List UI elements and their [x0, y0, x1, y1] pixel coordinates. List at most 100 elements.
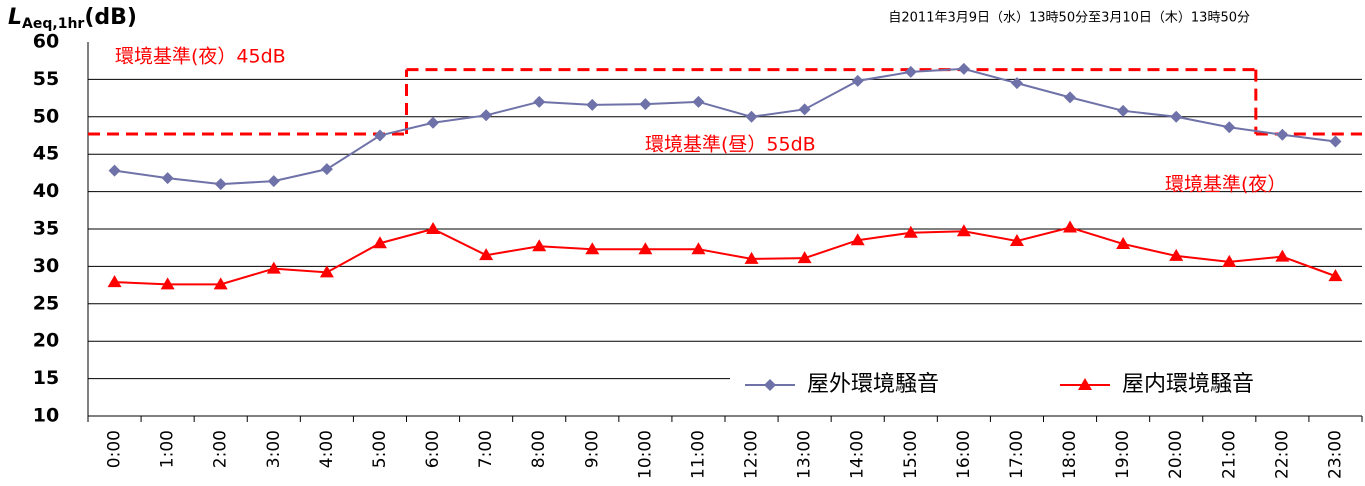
marker — [1063, 220, 1078, 233]
x-tick-label: 7:00 — [476, 430, 496, 468]
marker — [1328, 269, 1343, 282]
marker — [533, 95, 546, 108]
marker — [1170, 110, 1183, 123]
marker — [585, 242, 600, 255]
x-tick-label: 11:00 — [688, 430, 708, 479]
x-tick-label: 23:00 — [1325, 430, 1345, 479]
y-tick-label: 30 — [33, 255, 59, 277]
marker — [904, 65, 917, 78]
x-tick-label: 22:00 — [1272, 430, 1292, 479]
marker — [427, 116, 440, 129]
y-tick-label: 55 — [33, 68, 59, 90]
y-tick-label: 25 — [33, 292, 59, 314]
x-tick-label: 2:00 — [211, 430, 231, 468]
marker — [957, 62, 970, 75]
y-axis-label: LAeq,1hr(dB) — [8, 5, 137, 32]
marker — [638, 242, 653, 255]
y-tick-label: 15 — [33, 367, 59, 389]
marker — [586, 98, 599, 111]
marker — [372, 236, 387, 249]
marker — [320, 163, 333, 176]
x-tick-label: 20:00 — [1166, 430, 1186, 479]
marker — [267, 175, 280, 188]
marker — [266, 261, 281, 274]
legend-label: 屋内環境騒音 — [1122, 372, 1254, 397]
y-tick-label: 10 — [33, 405, 59, 427]
marker — [319, 265, 334, 278]
marker — [1275, 249, 1290, 262]
marker — [1169, 248, 1184, 261]
x-tick-label: 6:00 — [423, 430, 443, 468]
annotation: 環境基準(夜） — [1165, 174, 1286, 196]
y-label-symbol: L — [8, 5, 22, 30]
marker — [744, 251, 759, 264]
y-tick-label: 50 — [33, 105, 59, 127]
x-tick-label: 16:00 — [954, 430, 974, 479]
marker — [426, 222, 441, 234]
y-tick-label: 20 — [33, 330, 59, 352]
marker — [639, 98, 652, 111]
x-tick-label: 13:00 — [795, 430, 815, 479]
marker — [1223, 121, 1236, 134]
marker — [213, 277, 228, 290]
marker — [691, 242, 706, 255]
marker — [851, 74, 864, 87]
marker — [692, 95, 705, 108]
marker — [107, 275, 122, 288]
x-tick-label: 4:00 — [317, 430, 337, 468]
y-label-subscript: Aeq,1hr — [22, 16, 84, 32]
marker — [532, 239, 547, 252]
marker — [214, 178, 227, 191]
x-tick-label: 18:00 — [1060, 430, 1080, 479]
marker — [798, 103, 811, 116]
x-tick-label: 19:00 — [1113, 430, 1133, 479]
annotation: 環境基準(昼）55dB — [645, 134, 816, 156]
marker — [797, 251, 812, 264]
marker — [1329, 135, 1342, 148]
x-tick-label: 15:00 — [901, 430, 921, 479]
marker — [1078, 378, 1092, 390]
x-tick-label: 14:00 — [848, 430, 868, 479]
marker — [903, 225, 918, 238]
legend-box — [730, 360, 1362, 410]
marker — [1010, 77, 1023, 90]
y-tick-label: 35 — [33, 218, 59, 240]
legend-label: 屋外環境騒音 — [807, 372, 939, 397]
marker — [1276, 128, 1289, 141]
marker — [160, 277, 175, 290]
series-line — [114, 67, 1336, 186]
x-tick-label: 10:00 — [635, 430, 655, 479]
marker — [1116, 236, 1131, 249]
x-tick-label: 12:00 — [742, 430, 762, 479]
marker — [745, 110, 758, 123]
x-tick-label: 3:00 — [264, 430, 284, 468]
marker — [850, 233, 865, 246]
y-tick-label: 60 — [33, 31, 59, 53]
marker — [956, 224, 971, 237]
marker — [480, 109, 493, 122]
x-tick-label: 1:00 — [158, 430, 178, 468]
marker — [479, 248, 494, 261]
x-tick-label: 0:00 — [105, 430, 125, 468]
subtitle: 自2011年3月9日（水）13時50分至3月10日（木）13時50分 — [888, 11, 1250, 26]
marker — [1222, 254, 1237, 267]
marker — [764, 379, 776, 391]
marker — [1117, 104, 1130, 117]
series-line — [114, 226, 1336, 286]
x-tick-label: 9:00 — [582, 430, 602, 468]
marker — [108, 164, 121, 177]
x-tick-label: 5:00 — [370, 430, 390, 468]
y-tick-label: 45 — [33, 143, 59, 165]
y-tick-label: 40 — [33, 180, 59, 202]
marker — [1009, 233, 1024, 246]
annotation: 環境基準(夜）45dB — [115, 46, 286, 68]
marker — [161, 172, 174, 185]
x-tick-label: 17:00 — [1007, 430, 1027, 479]
y-label-unit: (dB) — [84, 5, 137, 30]
x-tick-label: 8:00 — [529, 430, 549, 468]
x-tick-label: 21:00 — [1219, 430, 1239, 479]
marker — [373, 129, 386, 142]
marker — [1064, 91, 1077, 104]
